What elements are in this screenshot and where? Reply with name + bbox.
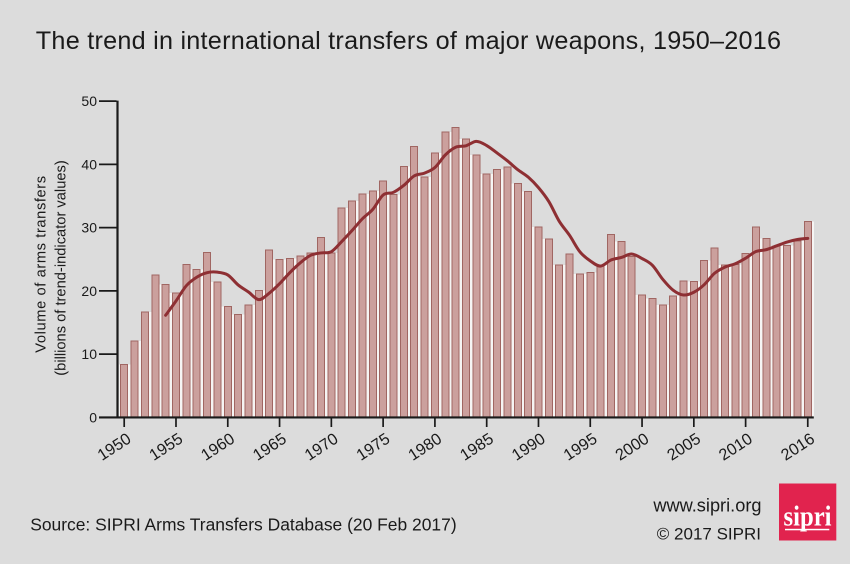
svg-text:sipri: sipri [783,500,831,532]
svg-text:(billions of trend-indicator v: (billions of trend-indicator values) [53,160,69,376]
svg-text:20: 20 [81,283,97,299]
svg-text:The trend in international tra: The trend in international transfers of … [36,27,782,55]
svg-text:50: 50 [81,93,97,109]
svg-text:Volume of arms transfers: Volume of arms transfers [33,175,49,352]
svg-text:40: 40 [81,156,97,172]
svg-text:30: 30 [81,220,97,236]
svg-text:www.sipri.org: www.sipri.org [652,496,761,516]
svg-text:Source: SIPRI Arms Transfers D: Source: SIPRI Arms Transfers Database (2… [30,514,456,534]
svg-text:0: 0 [89,409,97,425]
svg-text:10: 10 [81,346,97,362]
svg-text:© 2017 SIPRI: © 2017 SIPRI [657,524,761,543]
